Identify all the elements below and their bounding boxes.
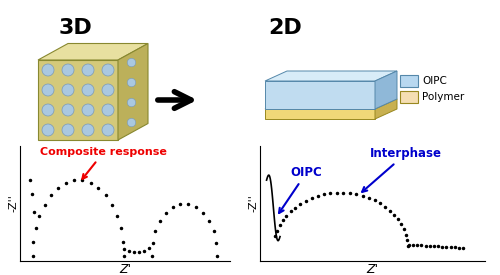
Polygon shape — [265, 109, 375, 119]
Polygon shape — [265, 99, 397, 109]
Circle shape — [62, 84, 74, 96]
Circle shape — [62, 124, 74, 136]
Text: OIPC: OIPC — [279, 166, 322, 213]
Circle shape — [62, 64, 74, 76]
Bar — [400, 75, 418, 87]
Circle shape — [128, 78, 136, 87]
Circle shape — [102, 124, 114, 136]
Circle shape — [102, 104, 114, 116]
Bar — [400, 91, 418, 103]
Polygon shape — [38, 43, 148, 60]
Circle shape — [102, 64, 114, 76]
Circle shape — [62, 104, 74, 116]
Text: OIPC: OIPC — [422, 76, 447, 86]
Y-axis label: -Z'': -Z'' — [248, 195, 258, 212]
Polygon shape — [265, 71, 397, 81]
Circle shape — [42, 124, 54, 136]
Circle shape — [128, 98, 136, 107]
Circle shape — [82, 84, 94, 96]
Circle shape — [128, 58, 136, 67]
Y-axis label: -Z'': -Z'' — [8, 195, 18, 212]
Text: Polymer: Polymer — [422, 92, 464, 102]
Circle shape — [82, 64, 94, 76]
Circle shape — [42, 84, 54, 96]
Polygon shape — [375, 99, 397, 119]
Circle shape — [42, 104, 54, 116]
Polygon shape — [375, 71, 397, 109]
Text: 2D: 2D — [268, 18, 302, 38]
Circle shape — [102, 84, 114, 96]
Polygon shape — [118, 43, 148, 140]
Text: 3D: 3D — [58, 18, 92, 38]
Text: Interphase: Interphase — [362, 147, 442, 192]
X-axis label: Z': Z' — [119, 263, 131, 275]
Circle shape — [42, 64, 54, 76]
Circle shape — [128, 118, 136, 127]
Text: Composite response: Composite response — [40, 147, 167, 179]
Circle shape — [82, 104, 94, 116]
Polygon shape — [265, 81, 375, 109]
Circle shape — [82, 124, 94, 136]
Polygon shape — [38, 60, 118, 140]
X-axis label: Z': Z' — [366, 263, 378, 275]
